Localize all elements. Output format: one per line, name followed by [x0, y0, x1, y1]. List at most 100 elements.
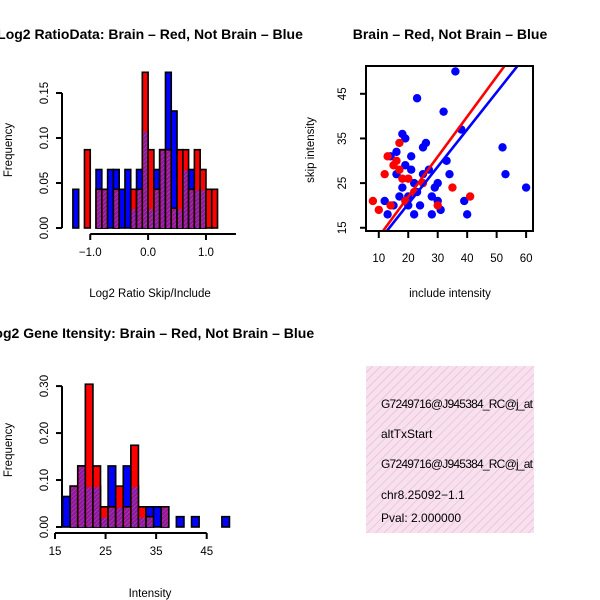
ratio-overlap-bar	[154, 190, 159, 228]
scatter-marks	[368, 67, 531, 230]
ratio-histogram-bars	[72, 71, 219, 229]
intensity-y-tick-label: 0.30	[39, 375, 51, 397]
info-line: chr8.25092−1.1	[381, 488, 465, 502]
not-brain-point	[392, 147, 401, 157]
not-brain-point	[415, 201, 425, 210]
ratio-overlap-bar	[143, 131, 148, 228]
scatter-y-tick-label: 35	[337, 132, 349, 145]
not-brain-point	[460, 196, 469, 206]
intensity-x-tick-label: 35	[150, 546, 163, 558]
ratio-blue-bar	[124, 168, 132, 229]
not-brain-point	[439, 107, 448, 116]
intensity-overlap-bar	[101, 517, 108, 527]
ratio-overlap-bar	[102, 190, 107, 228]
scatter-y-tick-label: 25	[337, 177, 349, 190]
ratio-y-tick-label: 0.05	[39, 172, 51, 194]
ratio-histogram-xlabel: Log2 Ratio Skip/Include	[89, 288, 210, 300]
intensity-scatter-panel: Brain – Red, Not Brain – Blue 10 20 30 40 50…	[305, 26, 547, 300]
ratio-red-bar	[205, 188, 213, 229]
scatter-x-tick-label: 50	[490, 253, 503, 265]
not-brain-point	[427, 192, 437, 201]
not-brain-point	[445, 169, 454, 179]
brain-point	[448, 183, 457, 192]
intensity-x-tick-label: 45	[200, 546, 213, 558]
not-brain-point	[401, 134, 410, 143]
not-brain-point	[409, 210, 419, 219]
not-brain-point	[427, 210, 437, 219]
ratio-x-tick-label: −1.0	[79, 247, 102, 259]
scatter-x-tick-label: 60	[520, 253, 533, 265]
scatter-axes: 10 20 30 40 50 60 15 25 35 45	[337, 87, 533, 265]
scatter-x-tick-label: 40	[461, 253, 474, 265]
ratio-overlap-bar	[131, 209, 136, 228]
intensity-histogram-title: Log2 Gene Itensity: Brain – Red, Not Bra…	[0, 325, 314, 341]
intensity-blue-bar	[190, 515, 200, 528]
ratio-blue-bar	[106, 168, 115, 229]
intensity-blue-bar	[61, 495, 71, 528]
intensity-y-tick-label: 0.00	[39, 516, 51, 538]
not-brain-fit-line	[385, 67, 519, 230]
intensity-overlap-bar	[131, 487, 138, 527]
intensity-overlap-bar	[93, 487, 100, 527]
intensity-overlap-bar	[139, 517, 146, 527]
not-brain-point	[498, 143, 507, 152]
ratio-blue-bar	[72, 188, 80, 229]
brain-point	[374, 205, 383, 215]
ratio-y-tick-label: 0.10	[39, 127, 51, 149]
ratio-overlap-bar	[189, 190, 194, 228]
brain-point	[386, 201, 395, 210]
ratio-overlap-bar	[97, 190, 101, 228]
not-brain-point	[451, 67, 460, 76]
not-brain-point	[462, 210, 472, 219]
intensity-histogram-ylabel: Frequency	[3, 423, 15, 478]
info-line: G7249716@J945384_RC@j_at	[381, 457, 534, 471]
info-line: Pval: 2.000000	[381, 511, 461, 525]
scatter-y-tick-label: 45	[337, 87, 349, 100]
intensity-y-tick-label: 0.20	[39, 422, 51, 444]
intensity-histogram-bars	[61, 383, 231, 528]
brain-point	[404, 174, 413, 183]
brain-point	[433, 201, 442, 210]
ratio-overlap-bar	[149, 209, 153, 228]
scatter-y-tick-label: 15	[337, 221, 349, 234]
ratio-red-bar	[210, 188, 219, 229]
ratio-histogram-title: Log2 RatioData: Brain – Red, Not Brain –…	[0, 26, 303, 42]
ratio-histogram-panel: Log2 RatioData: Brain – Red, Not Brain –…	[0, 26, 303, 300]
intensity-overlap-bar	[116, 507, 123, 527]
ratio-overlap-bar	[183, 170, 188, 228]
info-line: altTxStart	[381, 427, 433, 441]
brain-point	[368, 196, 378, 206]
ratio-overlap-bar	[166, 150, 171, 228]
scatter-ylabel: skip intensity	[305, 117, 317, 183]
ratio-red-bar	[83, 148, 92, 229]
scatter-x-tick-label: 30	[431, 253, 444, 265]
intensity-overlap-bar	[147, 517, 153, 527]
brain-point	[392, 156, 401, 165]
ratio-overlap-bar	[172, 209, 177, 228]
info-line: G7249716@J945384_RC@j_at	[381, 397, 534, 411]
ratio-overlap-bar	[137, 190, 142, 228]
intensity-overlap-bar	[71, 487, 77, 527]
intensity-overlap-bar	[78, 466, 85, 527]
not-brain-point	[383, 210, 392, 219]
ratio-histogram-axes: −1.0 0.0 1.0 0.00 0.05 0.10 0.15	[39, 82, 236, 259]
brain-fit-line	[382, 67, 506, 230]
ratio-x-tick-label: 0.0	[140, 247, 156, 259]
not-brain-point	[406, 152, 416, 161]
scatter-points	[368, 67, 531, 230]
not-brain-point	[501, 169, 510, 179]
not-brain-point	[401, 161, 410, 170]
info-panel: G7249716@J945384_RC@j_at altTxStart G72497…	[366, 366, 534, 533]
ratio-overlap-bar	[195, 190, 200, 228]
not-brain-point	[395, 192, 404, 201]
not-brain-point	[412, 94, 422, 103]
intensity-x-tick-label: 25	[99, 546, 112, 558]
intensity-blue-bar	[152, 506, 163, 528]
scatter-title: Brain – Red, Not Brain – Blue	[353, 26, 548, 42]
scatter-frame	[365, 65, 534, 232]
not-brain-point	[380, 196, 389, 206]
intensity-y-tick-label: 0.10	[39, 469, 51, 491]
ratio-y-tick-label: 0.15	[39, 82, 51, 104]
ratio-x-tick-label: 1.0	[198, 247, 214, 259]
